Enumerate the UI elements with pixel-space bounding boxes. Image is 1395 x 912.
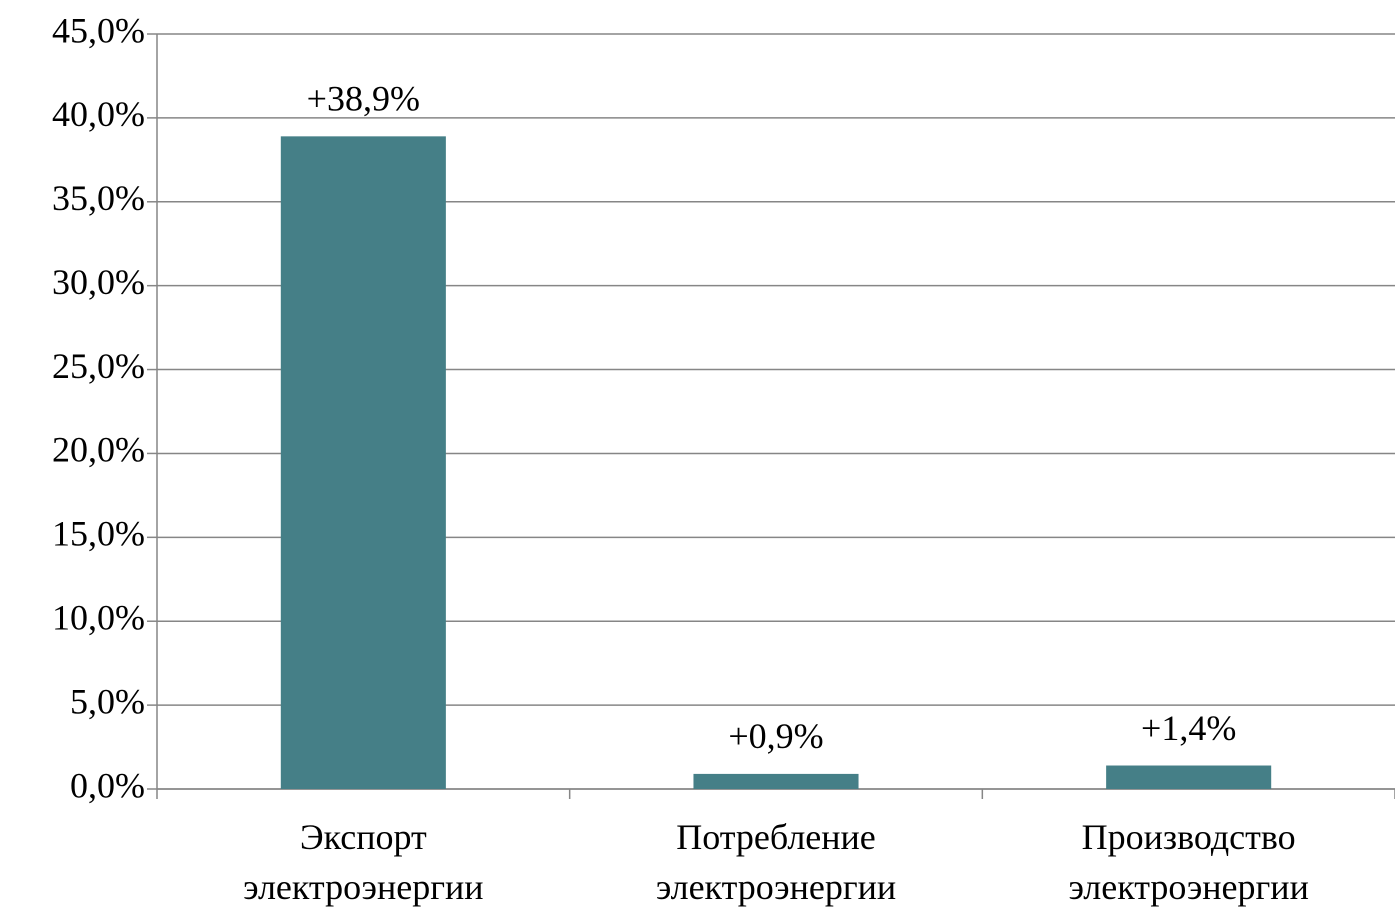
value-label: +1,4% [1141, 708, 1236, 748]
y-tick-label: 45,0% [52, 10, 145, 50]
y-tick-label: 10,0% [52, 597, 145, 637]
x-tick-label: Потребление электроэнергии [655, 817, 897, 907]
y-tick-label: 0,0% [70, 765, 145, 805]
bar [1106, 765, 1272, 789]
bar [693, 773, 859, 789]
y-tick-label: 5,0% [70, 681, 145, 721]
value-label: +0,9% [728, 716, 823, 756]
y-tick-label: 40,0% [52, 94, 145, 134]
bar [280, 136, 446, 789]
x-tick-label: Производство электроэнергии [1068, 817, 1309, 907]
y-tick-label: 35,0% [52, 178, 145, 218]
x-tick-label: Экспорт электроэнергии [243, 817, 484, 907]
y-tick-label: 20,0% [52, 430, 145, 470]
y-tick-label: 30,0% [52, 262, 145, 302]
y-tick-label: 25,0% [52, 346, 145, 386]
value-label: +38,9% [307, 79, 420, 119]
y-tick-label: 15,0% [52, 514, 145, 554]
